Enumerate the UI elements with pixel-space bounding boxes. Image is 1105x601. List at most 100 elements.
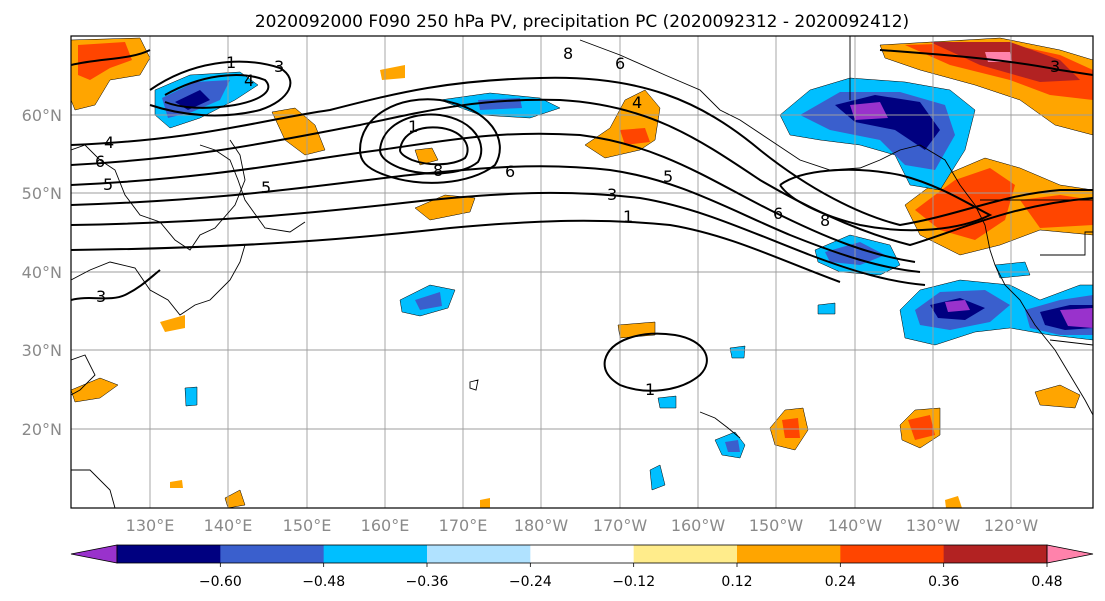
lon-label: 180°W [514,516,569,535]
coast-china-south [71,354,96,396]
clabel: 3 [1050,57,1060,76]
map-frame [70,35,1094,509]
shade-purple-pacific-us [945,300,970,312]
clabel: 1 [226,53,236,72]
clabel: 1 [408,117,418,136]
colorbar-bin [427,545,531,563]
shade-orange-15 [480,498,490,508]
lon-label: 140°E [204,516,253,535]
clabel: 8 [433,161,443,180]
clabel: 6 [95,152,105,171]
contour-nw-loop-1 [149,60,292,117]
islands-hawaii [699,411,741,439]
contour-8 [71,191,926,286]
contour-1-north [71,76,1093,227]
shade-red-8 [908,415,935,440]
shade-orange-14 [170,480,183,488]
shade-red-nw [78,42,132,80]
shade-orange-11 [160,315,185,332]
longitude-labels: 130°E 140°E 150°E 160°E 170°E 180°W 170°W 160°W… [126,516,1039,535]
lon-label: 170°E [439,516,488,535]
colorbar-bin [530,545,635,563]
lat-label: 60°N [22,106,62,125]
shade-red-west-us [915,168,1015,240]
shade-blue-5 [994,261,1031,279]
shade-navy-nw [175,90,210,110]
contour-low-inner [398,126,469,166]
shade-orange-2 [414,194,476,221]
contour-3-sw [71,269,161,301]
colorbar-bin [943,545,1048,563]
contour-1-subtropic [603,332,708,392]
contour-low-outer [358,98,501,184]
lon-label: 160°E [361,516,410,535]
shade-red-7 [782,418,800,438]
shade-blue-7 [729,345,746,359]
clabel: 3 [607,185,617,204]
lat-label: 50°N [22,184,62,203]
shade-orange-10 [71,377,119,403]
colorbar-tick-label: 0.24 [825,574,856,590]
shade-orange-5 [380,65,405,80]
clabel: 1 [645,380,655,399]
clabel: 4 [632,93,642,112]
shade-red-4 [620,128,650,145]
island-midway [469,379,479,391]
colorbar-tick-label: −0.36 [406,574,449,590]
border-us-mexico [1049,339,1093,346]
contour-labels: 1 3 4 5 6 8 8 6 5 3 1 4 6 8 1 3 4 5 6 3 [95,44,1060,399]
colorbar-tick-label: −0.12 [612,574,655,590]
coast-kamchatka-kuril [199,144,306,233]
colorbar-frame [116,544,1048,564]
clabel: 6 [773,204,783,223]
colorbar-tick-label: −0.24 [509,574,552,590]
lon-label: 160°W [671,516,726,535]
shade-orange-9 [1034,384,1081,409]
clabel: 6 [615,54,625,73]
colorbar: −0.60 −0.48 −0.36 −0.24 −0.12 0.12 0.24 0.36 0.4… [70,544,1094,590]
pv-contours [71,49,1093,392]
shade-orange-3 [414,147,439,166]
shade-purple-east [1060,308,1093,328]
colorbar-tick-label: −0.48 [302,574,345,590]
shade-blue-6 [817,302,836,315]
lon-label: 130°W [906,516,961,535]
colorbar-extend-high [1046,544,1094,564]
border-states [1040,231,1093,256]
contour-5 [71,132,916,263]
clabel: 1 [623,207,633,226]
colorbar-tick-label: 0.48 [1031,574,1062,590]
colorbar-tick-label: 0.12 [721,574,752,590]
precip-shading [71,37,1093,508]
clabel: 6 [505,162,515,181]
lon-label: 150°W [749,516,804,535]
clabel: 3 [274,57,284,76]
colorbar-bin [737,545,841,563]
clabel: 4 [244,71,254,90]
contour-3-ne [879,49,1093,76]
clabel: 5 [103,175,113,194]
lon-label: 120°W [984,516,1039,535]
shade-blue-8 [657,395,677,409]
clabel: 5 [663,167,673,186]
map-panel: 1 3 4 5 6 8 8 6 5 3 1 4 6 8 1 3 4 5 6 3 [70,35,1094,509]
lon-label: 140°W [828,516,883,535]
contour-low-mid [378,113,483,175]
colorbar-tick-label: −0.60 [199,574,242,590]
colorbar-bin [633,545,738,563]
contour-trough [779,168,993,232]
colorbar-tick-label: 0.36 [928,574,959,590]
colorbar-bin [220,545,325,563]
shade-blue-11 [184,386,198,407]
colorbar-bin [840,545,945,563]
clabel: 8 [563,44,573,63]
latitude-labels: 60°N 50°N 40°N 30°N 20°N [22,106,62,439]
map-title: 2020092000 F090 250 hPa PV, precipitatio… [255,12,909,32]
lon-label: 130°E [126,516,175,535]
lat-label: 20°N [22,420,62,439]
clabel: 5 [261,178,271,197]
clabel: 4 [104,133,114,152]
lat-label: 40°N [22,263,62,282]
contour-nw-loop-2 [164,74,270,109]
shade-orange-13 [945,496,962,508]
